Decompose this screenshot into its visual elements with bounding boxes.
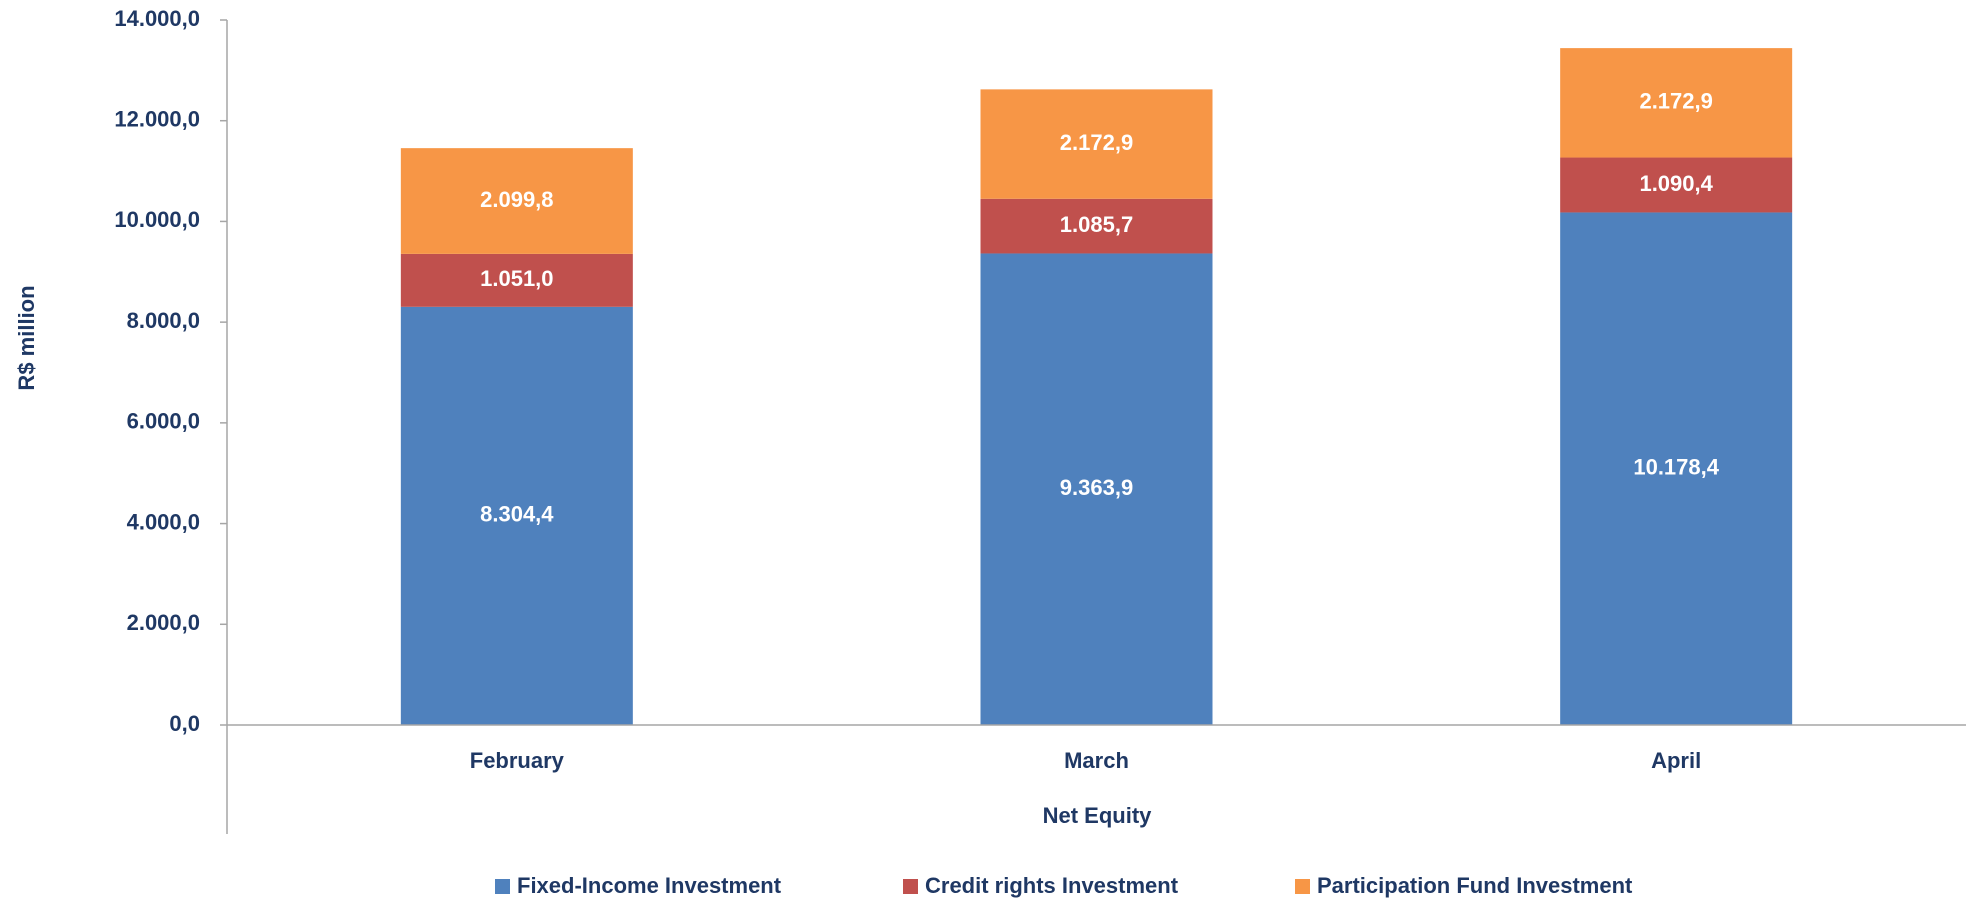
x-tick-label: March — [1064, 748, 1129, 773]
legend-label: Fixed-Income Investment — [517, 873, 782, 898]
legend-label: Credit rights Investment — [925, 873, 1179, 898]
bar-segment — [400, 306, 633, 725]
bar-segment — [980, 253, 1213, 725]
y-tick-label: 0,0 — [169, 711, 200, 736]
y-tick-label: 2.000,0 — [127, 610, 200, 635]
bar-segment — [1560, 48, 1793, 158]
data-label: 10.178,4 — [1633, 455, 1719, 480]
y-axis-label: R$ million — [14, 285, 39, 390]
legend-swatch — [1295, 879, 1310, 894]
legend-label: Participation Fund Investment — [1317, 873, 1633, 898]
bar-segment — [400, 148, 633, 254]
x-axis-label: Net Equity — [1043, 803, 1153, 828]
legend-swatch — [903, 879, 918, 894]
data-label: 2.099,8 — [480, 187, 553, 212]
data-label: 8.304,4 — [480, 502, 554, 527]
y-tick-label: 14.000,0 — [114, 6, 200, 31]
data-label: 2.172,9 — [1060, 130, 1133, 155]
data-label: 1.085,7 — [1060, 212, 1133, 237]
y-tick-label: 4.000,0 — [127, 509, 200, 534]
y-tick-label: 8.000,0 — [127, 308, 200, 333]
bar-segment — [400, 253, 633, 307]
bar-segment — [1560, 212, 1793, 726]
bar-segment — [1560, 157, 1793, 213]
data-label: 9.363,9 — [1060, 475, 1133, 500]
y-tick-label: 10.000,0 — [114, 207, 200, 232]
y-tick-label: 12.000,0 — [114, 107, 200, 132]
x-tick-label: February — [470, 748, 565, 773]
bar-segment — [980, 89, 1213, 199]
bar-segment — [980, 198, 1213, 254]
data-label: 1.051,0 — [480, 266, 553, 291]
x-tick-label: April — [1651, 748, 1701, 773]
y-tick-label: 6.000,0 — [127, 409, 200, 434]
data-label: 2.172,9 — [1639, 89, 1712, 114]
data-label: 1.090,4 — [1639, 171, 1713, 196]
legend-swatch — [495, 879, 510, 894]
